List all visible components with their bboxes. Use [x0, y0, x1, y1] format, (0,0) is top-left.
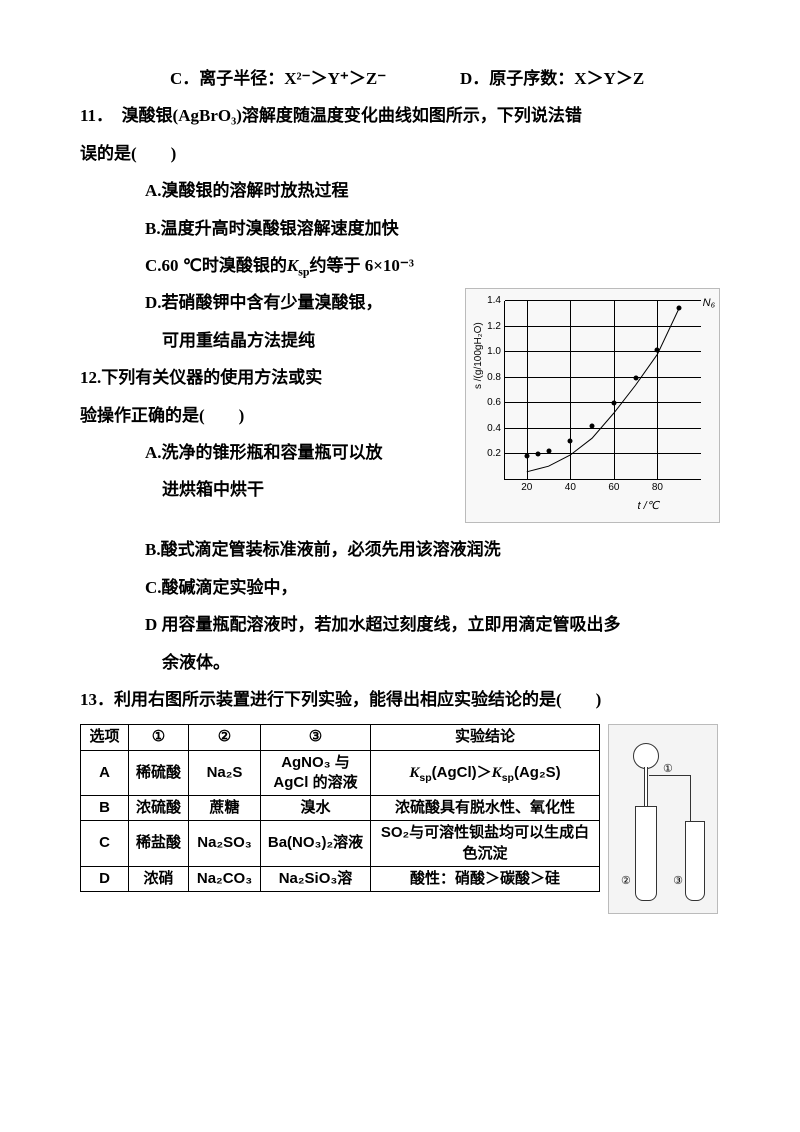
q13-td: C: [81, 821, 129, 867]
q13-td: Ba(NO₃)₂溶液: [261, 821, 371, 867]
q13-table: 选项①②③实验结论 A稀硫酸Na₂SAgNO₃ 与AgCl 的溶液Ksp(AgC…: [80, 724, 600, 892]
q13-td: B: [81, 796, 129, 821]
q13-td: D: [81, 866, 129, 891]
q11-b: B.温度升高时溴酸银溶解速度加快: [80, 210, 720, 247]
q13-num: 13．: [80, 690, 114, 709]
q13-th: 实验结论: [371, 725, 600, 750]
q11-stem2: 误的是( ): [80, 135, 720, 172]
q12-c: C.酸碱滴定实验中，: [80, 569, 720, 606]
q13-th: ②: [189, 725, 261, 750]
solubility-chart: N₆ 204060800.20.40.60.81.01.21.4 t /℃ s …: [465, 288, 720, 523]
xtick: 60: [608, 483, 619, 493]
q13-td-conclusion: 浓硫酸具有脱水性、氧化性: [371, 796, 600, 821]
q10-d-text: 原子序数：X＞Y＞Z: [489, 69, 644, 88]
xtick: 80: [652, 483, 663, 493]
q13-td: A: [81, 750, 129, 796]
ytick: 1.4: [487, 296, 501, 306]
q13-td: 溴水: [261, 796, 371, 821]
q11-c-pre: C.60 ℃时溴酸银的: [145, 256, 287, 275]
q13-td: AgNO₃ 与AgCl 的溶液: [261, 750, 371, 796]
q13-td: Na₂SiO₃溶: [261, 866, 371, 891]
q13-td: Na₂SO₃: [189, 821, 261, 867]
q12-stem1: 下列有关仪器的使用方法或实: [101, 368, 322, 387]
chart-curve: [505, 301, 701, 497]
q13-td: Na₂CO₃: [189, 866, 261, 891]
q12-d1: D 用容量瓶配溶液时，若加水超过刻度线，立即用滴定管吸出多: [80, 606, 720, 643]
q13-td: 浓硫酸: [129, 796, 189, 821]
q11-num: 11．: [80, 106, 105, 125]
q12-d2: 余液体。: [80, 644, 720, 681]
q10-d-label: D．: [460, 69, 489, 88]
q13-td: Na₂S: [189, 750, 261, 796]
app-label-3: ③: [673, 869, 683, 893]
q13-td: 稀硫酸: [129, 750, 189, 796]
app-label-1: ①: [663, 757, 673, 781]
q12-b: B.酸式滴定管装标准液前，必须先用该溶液润洗: [80, 531, 720, 568]
q11-c-sp: sp: [298, 264, 309, 278]
q13-th: ③: [261, 725, 371, 750]
q13-td: 蔗糖: [189, 796, 261, 821]
ytick: 0.6: [487, 398, 501, 408]
q12-num: 12.: [80, 368, 101, 387]
chart-y-title: s /(g/100gH₂O): [468, 323, 490, 390]
q11-c-post: 约等于 6×10⁻³: [309, 256, 414, 275]
chart-x-title: t /℃: [637, 494, 659, 518]
ytick: 0.2: [487, 449, 501, 459]
q10-c-text: 离子半径：X²⁻＞Y⁺＞Z⁻: [199, 69, 386, 88]
q13-th: 选项: [81, 725, 129, 750]
q13-stem: 利用右图所示装置进行下列实验，能得出相应实验结论的是( ): [114, 690, 601, 709]
app-label-2: ②: [621, 869, 631, 893]
q13-td-conclusion: SO₂与可溶性钡盐均可以生成白色沉淀: [371, 821, 600, 867]
q13-td: 稀盐酸: [129, 821, 189, 867]
q11-c-ksp: K: [287, 256, 298, 275]
q13-td: 浓硝: [129, 866, 189, 891]
q11-stem1: 溴酸银(AgBrO₃)溶解度随温度变化曲线如图所示，下列说法错: [122, 106, 582, 125]
chart-nb: N₆: [703, 291, 715, 315]
q11-a: A.溴酸银的溶解时放热过程: [80, 172, 720, 209]
q13-td-conclusion: Ksp(AgCl)＞Ksp(Ag₂S): [371, 750, 600, 796]
q13-th: ①: [129, 725, 189, 750]
q13-td-conclusion: 酸性：硝酸＞碳酸＞硅: [371, 866, 600, 891]
xtick: 40: [565, 483, 576, 493]
apparatus-diagram: ① ② ③: [608, 724, 718, 914]
ytick: 0.4: [487, 424, 501, 434]
xtick: 20: [521, 483, 532, 493]
q10-c-label: C．: [170, 69, 199, 88]
